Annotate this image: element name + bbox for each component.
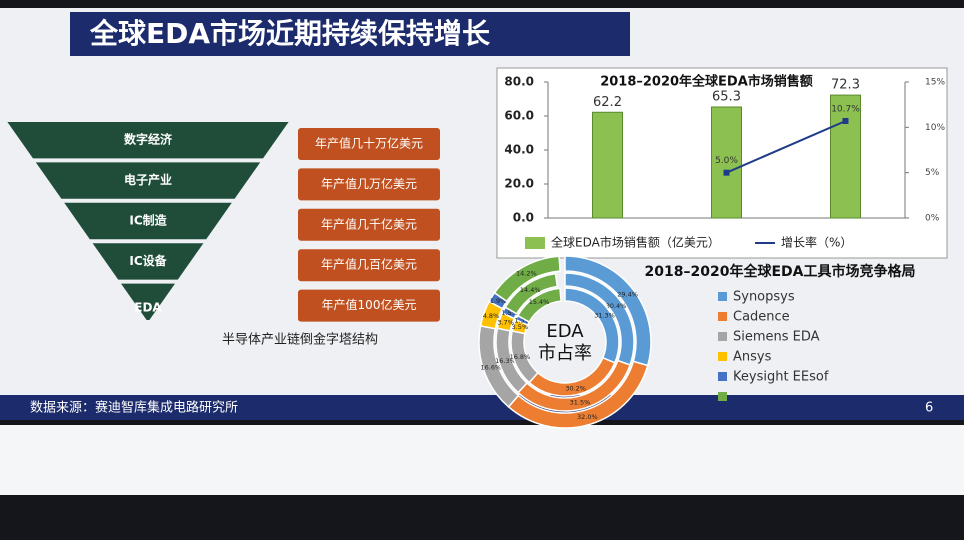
legend-swatch	[718, 312, 727, 321]
pyramid-level	[7, 122, 289, 159]
legend-swatch	[718, 292, 727, 301]
value-box-label: 年产值几万亿美元	[321, 176, 417, 191]
legend-label: Synopsys	[733, 290, 795, 305]
legend-label: Keysight EEsof	[733, 370, 829, 385]
y-tick-label: 80.0	[504, 75, 534, 89]
segment-label: 30.4%	[606, 302, 627, 310]
pyramid-caption: 半导体产业链倒金字塔结构	[222, 332, 378, 348]
segment-label: 15.4%	[529, 298, 550, 306]
legend-swatch	[525, 237, 545, 249]
value-box	[298, 208, 440, 241]
segment-label: 31.3%	[594, 312, 615, 320]
line-marker	[723, 169, 730, 176]
value-box-label: 年产值几十万亿美元	[315, 136, 423, 151]
value-box	[298, 128, 440, 160]
segment-label: 30.2%	[565, 384, 586, 392]
legend-swatch	[718, 372, 727, 381]
y2-tick-label: 0%	[925, 214, 940, 224]
bar	[592, 111, 623, 219]
slide-title: 全球EDA市场近期持续保持增长	[89, 17, 490, 50]
segment-label: 31.5%	[570, 399, 591, 407]
legend-label: 全球EDA市场销售额（亿美元）	[551, 235, 720, 250]
value-box	[298, 289, 440, 322]
line	[726, 120, 846, 174]
legend-swatch	[718, 392, 727, 401]
legend-label: Ansys	[733, 350, 772, 365]
donut-segment	[504, 272, 559, 315]
value-box-label: 年产值几百亿美元	[321, 257, 417, 272]
legend-label: Cadence	[733, 310, 790, 325]
line-marker	[842, 117, 849, 124]
legend-label: Siemens EDA	[733, 330, 820, 345]
value-box	[298, 249, 440, 282]
y2-tick-label: 10%	[925, 123, 945, 133]
chart-title: 2018–2020年全球EDA工具市场竞争格局	[645, 263, 916, 280]
line-value-label: 5.0%	[715, 156, 738, 166]
bar-value-label: 65.3	[712, 89, 741, 104]
y-tick-label: 40.0	[504, 143, 534, 157]
segment-label: 29.4%	[617, 291, 638, 299]
source: 数据来源：赛迪智库集成电路研究所	[30, 400, 238, 416]
pyramid-label: 数字经济	[124, 132, 173, 147]
center-label: 市占率	[538, 343, 592, 364]
footer-bar	[0, 395, 964, 420]
segment-label: 14.4%	[520, 286, 541, 294]
segment-label: 14.2%	[516, 270, 537, 278]
title-bar	[70, 12, 630, 56]
donut-segment	[493, 255, 561, 303]
pyramid-label: IC制造	[129, 213, 167, 228]
pyramid-level	[64, 202, 232, 240]
segment-label: 16.8%	[510, 353, 531, 361]
legend-swatch	[718, 352, 727, 361]
center-label: EDA	[546, 321, 584, 342]
bar-value-label: 62.2	[593, 95, 622, 110]
pyramid-level	[92, 243, 204, 280]
bar	[711, 106, 742, 219]
legend-swatch	[718, 332, 727, 341]
segment-label: 32.0%	[577, 413, 598, 421]
sponsor-strip	[0, 425, 964, 495]
pyramid-level	[35, 162, 261, 199]
pyramid-label: EDA	[134, 300, 162, 314]
value-box-label: 年产值几千亿美元	[321, 216, 417, 231]
segment-label: 4.8%	[483, 312, 500, 320]
y-tick-label: 20.0	[504, 177, 534, 191]
segment-label: 3.5%	[512, 323, 529, 331]
y2-tick-label: 15%	[925, 78, 945, 88]
line-value-label: 10.7%	[831, 104, 860, 114]
bar	[830, 94, 861, 219]
chart-title: 2018–2020年全球EDA市场销售额	[600, 74, 813, 90]
bar-value-label: 72.3	[831, 78, 860, 93]
pyramid-level	[121, 283, 175, 320]
value-box	[298, 168, 440, 201]
y2-tick-label: 5%	[925, 168, 940, 178]
segment-label: 16.6%	[480, 364, 501, 372]
segment-label: 1.5%	[501, 309, 518, 317]
segment-label: 1.3%	[514, 317, 531, 325]
donut-segment	[516, 287, 562, 324]
y-tick-label: 0.0	[513, 211, 534, 225]
pyramid-label: 电子产业	[124, 172, 172, 187]
value-box-label: 年产值100亿美元	[322, 297, 417, 312]
segment-label: 1.9%	[490, 297, 507, 305]
legend-label: 增长率（%）	[781, 235, 852, 250]
segment-label: 3.7%	[497, 318, 514, 326]
page-number: 6	[925, 401, 933, 416]
y-tick-label: 60.0	[504, 109, 534, 123]
segment-label: 16.3%	[495, 357, 516, 365]
pyramid-label: IC设备	[129, 253, 167, 268]
